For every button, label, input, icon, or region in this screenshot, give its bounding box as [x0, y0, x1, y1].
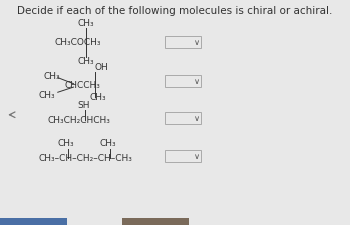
Text: CH₃–CH–CH₂–CH–CH₃: CH₃–CH–CH₂–CH–CH₃: [38, 154, 132, 163]
FancyBboxPatch shape: [164, 112, 201, 124]
Text: OH: OH: [94, 63, 108, 72]
Text: CH₃: CH₃: [57, 140, 74, 148]
FancyBboxPatch shape: [122, 218, 189, 225]
FancyBboxPatch shape: [0, 218, 66, 225]
Text: Decide if each of the following molecules is chiral or achiral.: Decide if each of the following molecule…: [17, 6, 333, 16]
FancyBboxPatch shape: [164, 36, 201, 48]
Text: CHCCH₃: CHCCH₃: [65, 81, 101, 90]
Text: ∨: ∨: [194, 113, 200, 122]
Text: CH₃: CH₃: [77, 57, 94, 66]
Text: SH: SH: [78, 101, 90, 110]
Text: ∨: ∨: [194, 152, 200, 161]
Text: ∨: ∨: [194, 38, 200, 47]
Text: CH₃: CH₃: [77, 19, 94, 28]
Text: CH₃CH₂CHCH₃: CH₃CH₂CHCH₃: [47, 116, 110, 125]
Text: CH₃: CH₃: [99, 140, 116, 148]
Text: CH₃: CH₃: [38, 91, 55, 100]
Text: CH₃COCH₃: CH₃COCH₃: [54, 38, 101, 47]
Text: CH₃: CH₃: [44, 72, 60, 81]
Text: ∨: ∨: [194, 76, 200, 86]
FancyBboxPatch shape: [164, 150, 201, 162]
FancyBboxPatch shape: [164, 75, 201, 87]
Text: CH₃: CH₃: [89, 93, 106, 102]
